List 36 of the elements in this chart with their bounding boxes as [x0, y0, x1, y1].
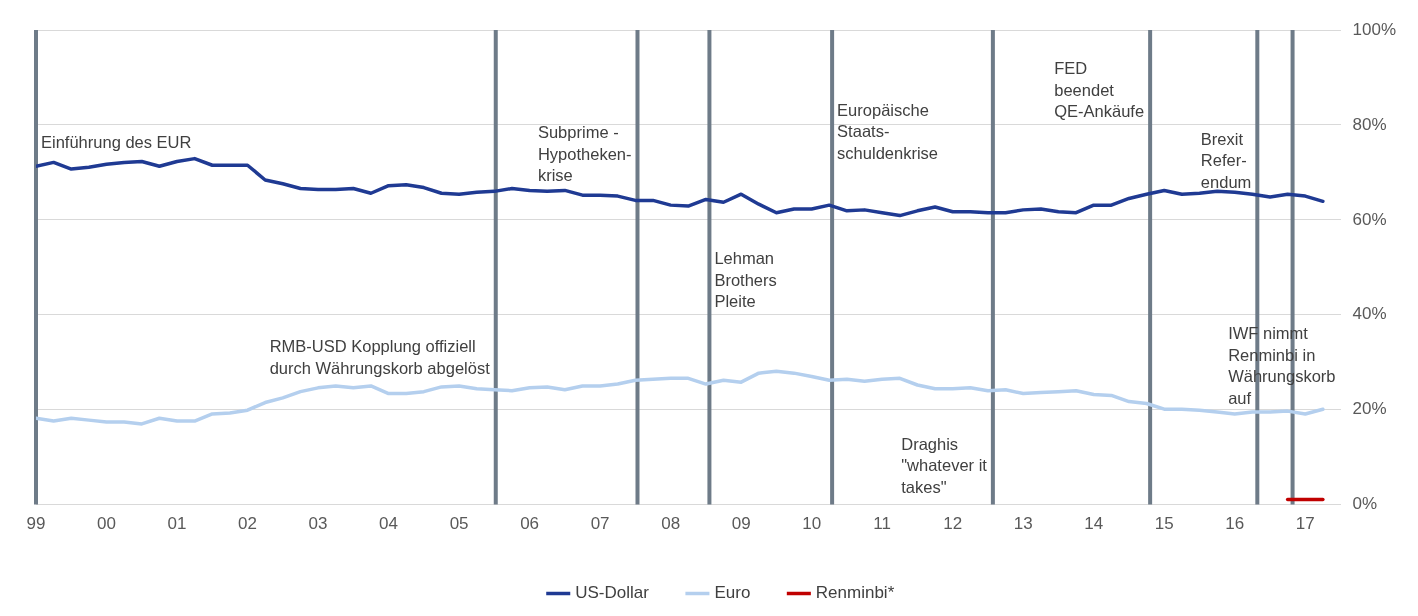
- annotation: Einführung des EUR: [41, 132, 192, 151]
- x-tick-label: 04: [379, 514, 399, 534]
- y-tick-label: 80%: [1352, 114, 1387, 134]
- y-tick-label: 40%: [1352, 304, 1387, 324]
- annotation: Draghis "whatever it takes": [901, 434, 988, 496]
- x-tick-label: 16: [1225, 514, 1245, 534]
- x-tick-label: 13: [1013, 514, 1033, 534]
- legend-label: Euro: [714, 583, 751, 603]
- x-tick-label: 10: [802, 514, 822, 534]
- y-tick-label: 60%: [1352, 209, 1387, 229]
- y-tick-label: 20%: [1352, 399, 1387, 419]
- annotation: FED beendet QE-Ankäufe: [1054, 59, 1145, 121]
- annotation: RMB-USD Kopplung offiziell durch Währungskorb abgelöst: [269, 337, 491, 377]
- x-tick-label: 17: [1295, 514, 1315, 534]
- x-tick-label: 02: [238, 514, 257, 534]
- x-tick-label: 14: [1084, 514, 1104, 534]
- x-tick-label: 99: [26, 514, 46, 534]
- x-tick-label: 07: [590, 514, 610, 534]
- annotation: Europäische Staats- schuldenkrise: [837, 100, 938, 162]
- legend-label: US-Dollar: [575, 583, 650, 603]
- x-tick-label: 00: [97, 514, 116, 534]
- legend-label: Renminbi*: [815, 583, 895, 603]
- annotation: Subprime - Hypotheken- krise: [537, 123, 632, 185]
- annotation: Lehman Brothers Pleite: [714, 249, 777, 311]
- x-tick-label: 05: [449, 514, 469, 534]
- x-tick-label: 01: [167, 514, 187, 534]
- annotation: Brexit Refer- endum: [1200, 129, 1252, 191]
- x-tick-label: 11: [873, 514, 891, 534]
- y-tick-label: 0%: [1352, 494, 1378, 514]
- x-tick-label: 12: [943, 514, 963, 534]
- x-tick-label: 15: [1154, 514, 1174, 534]
- x-tick-label: 03: [308, 514, 328, 534]
- x-tick-label: 09: [731, 514, 751, 534]
- y-tick-label: 100%: [1352, 19, 1396, 39]
- x-tick-label: 08: [661, 514, 681, 534]
- x-tick-label: 06: [520, 514, 540, 534]
